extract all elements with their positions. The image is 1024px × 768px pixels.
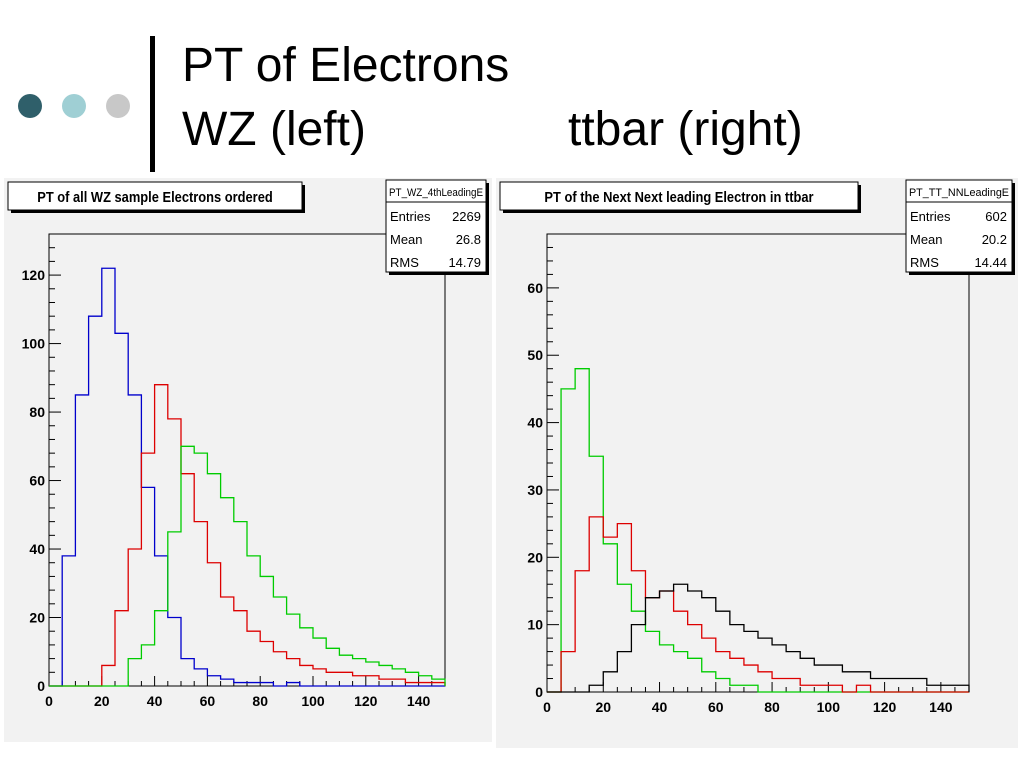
y-tick-label: 80 — [29, 404, 45, 420]
y-tick-label: 10 — [527, 617, 543, 633]
dot-dark — [18, 94, 42, 118]
y-tick-label: 50 — [527, 347, 543, 363]
series-line — [49, 384, 446, 687]
y-tick-label: 120 — [22, 267, 46, 283]
stats-label: RMS — [910, 255, 939, 270]
x-tick-label: 0 — [45, 693, 53, 709]
chart-title: PT of all WZ sample Electrons ordered — [37, 188, 272, 205]
y-tick-label: 100 — [22, 336, 46, 352]
chart-wz: PT of all WZ sample Electrons ordered PT_… — [7, 179, 489, 709]
chart-panel-left: PT of all WZ sample Electrons ordered PT_… — [4, 178, 492, 742]
stats-box — [905, 179, 1013, 273]
slide-title-line2-left: WZ (left) — [182, 103, 366, 156]
stats-name: PT_WZ_4thLeadingE — [389, 187, 483, 199]
y-tick-label: 20 — [29, 610, 45, 626]
plot-frame — [546, 233, 970, 693]
stats-name: PT_TT_NNLeadingE — [909, 187, 1009, 199]
series-line — [49, 267, 445, 687]
dot-grey — [106, 94, 130, 118]
stats-value: 2269 — [452, 209, 481, 224]
y-tick-label: 0 — [37, 678, 45, 694]
x-tick-label: 80 — [764, 699, 780, 715]
x-tick-label: 100 — [817, 699, 841, 715]
title-divider — [150, 36, 155, 172]
series-line — [547, 583, 970, 693]
chart-panel-right: PT of the Next Next leading Electron in … — [496, 178, 1018, 748]
x-tick-label: 40 — [147, 693, 163, 709]
stats-label: Mean — [390, 232, 423, 247]
y-tick-label: 60 — [29, 473, 45, 489]
y-tick-label: 0 — [535, 684, 543, 700]
x-tick-label: 80 — [252, 693, 268, 709]
series-line — [49, 445, 446, 687]
x-tick-label: 0 — [543, 699, 551, 715]
x-tick-label: 120 — [354, 693, 378, 709]
stats-box — [385, 179, 487, 273]
stats-value: 20.2 — [982, 232, 1007, 247]
stats-label: Entries — [910, 209, 951, 224]
title-box — [7, 181, 303, 211]
y-tick-label: 60 — [527, 280, 543, 296]
series-line — [547, 516, 969, 693]
dot-light — [62, 94, 86, 118]
x-tick-label: 60 — [200, 693, 216, 709]
slide-title-line2-right: ttbar (right) — [568, 103, 803, 156]
stats-value: 14.79 — [448, 255, 481, 270]
stats-label: RMS — [390, 255, 419, 270]
x-tick-label: 20 — [94, 693, 110, 709]
stats-value: 602 — [985, 209, 1007, 224]
chart-title: PT of the Next Next leading Electron in … — [544, 188, 814, 205]
x-tick-label: 140 — [929, 699, 953, 715]
stats-label: Entries — [390, 209, 431, 224]
x-tick-label: 140 — [407, 693, 431, 709]
x-tick-label: 100 — [301, 693, 325, 709]
x-tick-label: 40 — [652, 699, 668, 715]
title-box — [499, 181, 859, 211]
stats-value: 14.44 — [974, 255, 1007, 270]
x-tick-label: 120 — [873, 699, 897, 715]
y-tick-label: 30 — [527, 482, 543, 498]
chart-ttbar: PT of the Next Next leading Electron in … — [499, 179, 1015, 715]
y-tick-label: 40 — [527, 415, 543, 431]
slide-title-line1: PT of Electrons — [182, 39, 510, 92]
y-tick-label: 40 — [29, 541, 45, 557]
y-tick-label: 20 — [527, 549, 543, 565]
stats-value: 26.8 — [456, 232, 481, 247]
series-line — [547, 368, 969, 693]
x-tick-label: 60 — [708, 699, 724, 715]
stats-label: Mean — [910, 232, 943, 247]
x-tick-label: 20 — [595, 699, 611, 715]
